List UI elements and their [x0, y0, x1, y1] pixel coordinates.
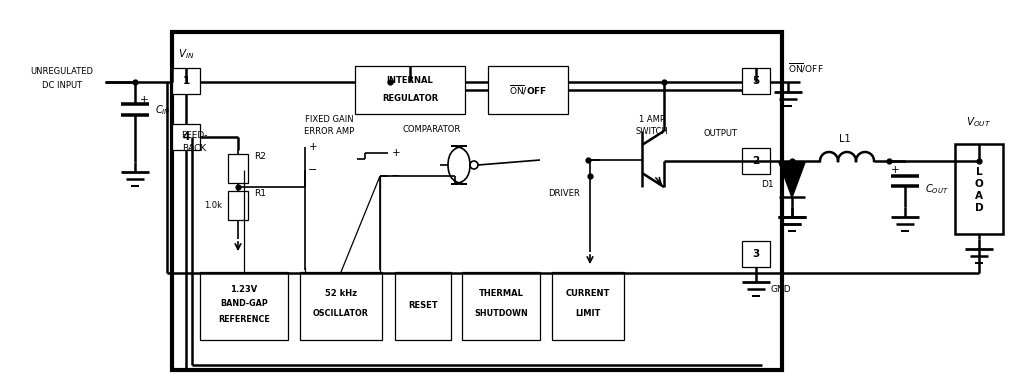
Text: $C_{OUT}$: $C_{OUT}$ — [925, 183, 949, 196]
Bar — [228, 191, 248, 220]
Text: +: + — [392, 147, 400, 158]
Text: D1: D1 — [762, 180, 774, 189]
Text: SWITCH: SWITCH — [636, 127, 669, 136]
Bar — [200, 272, 288, 340]
Text: CURRENT: CURRENT — [566, 290, 610, 298]
Bar — [172, 124, 200, 150]
Bar — [172, 32, 782, 370]
Text: 4: 4 — [182, 132, 189, 142]
Text: L: L — [976, 167, 982, 177]
Text: D: D — [975, 203, 983, 213]
Bar — [228, 154, 248, 183]
Text: UNREGULATED: UNREGULATED — [31, 67, 93, 76]
Text: −: − — [308, 165, 317, 175]
Text: $\overline{\rm ON}$/OFF: $\overline{\rm ON}$/OFF — [509, 83, 547, 96]
Text: LIMIT: LIMIT — [575, 310, 601, 318]
Text: COMPARATOR: COMPARATOR — [402, 125, 461, 134]
Bar — [488, 66, 568, 114]
Text: 1.0k: 1.0k — [204, 201, 222, 210]
Bar — [462, 272, 540, 340]
Text: BAND-GAP: BAND-GAP — [220, 299, 268, 309]
Text: $\overline{\rm ON}$/OFF: $\overline{\rm ON}$/OFF — [788, 62, 823, 74]
Text: REFERENCE: REFERENCE — [218, 316, 270, 325]
Bar — [742, 241, 770, 267]
Polygon shape — [779, 162, 805, 197]
Text: −: − — [391, 171, 400, 181]
Text: L1: L1 — [840, 134, 851, 144]
Text: DC INPUT: DC INPUT — [42, 80, 82, 89]
Bar — [355, 66, 465, 114]
Bar — [300, 272, 382, 340]
Bar — [172, 68, 200, 94]
Text: 2: 2 — [753, 156, 760, 166]
Text: $C_{IN}$: $C_{IN}$ — [155, 103, 171, 117]
Text: +: + — [891, 165, 900, 175]
Text: 52 kHz: 52 kHz — [325, 290, 357, 298]
Text: A: A — [975, 191, 983, 201]
Text: +: + — [140, 95, 148, 105]
Text: SHUTDOWN: SHUTDOWN — [474, 310, 528, 318]
Text: FEED-: FEED- — [181, 131, 207, 140]
Text: REGULATOR: REGULATOR — [382, 94, 438, 102]
FancyBboxPatch shape — [449, 146, 470, 184]
Text: RESET: RESET — [409, 301, 438, 310]
Text: DRIVER: DRIVER — [548, 189, 580, 198]
Text: +: + — [308, 142, 317, 151]
Text: GND: GND — [771, 285, 792, 294]
Text: OSCILLATOR: OSCILLATOR — [313, 310, 369, 318]
Bar — [955, 144, 1002, 234]
Text: 1.23V: 1.23V — [230, 285, 258, 294]
Text: INTERNAL: INTERNAL — [387, 76, 433, 85]
Text: 3: 3 — [753, 249, 760, 259]
Text: O: O — [975, 179, 983, 189]
Bar — [552, 272, 624, 340]
Text: $V_{OUT}$: $V_{OUT}$ — [967, 115, 991, 129]
Bar — [395, 272, 451, 340]
Text: OUTPUT: OUTPUT — [703, 129, 737, 138]
Text: FIXED GAIN: FIXED GAIN — [305, 116, 353, 125]
Text: $V_{IN}$: $V_{IN}$ — [178, 47, 195, 61]
Text: R1: R1 — [254, 189, 266, 198]
Text: R2: R2 — [254, 152, 266, 161]
Text: 5: 5 — [753, 76, 760, 86]
Bar — [742, 68, 770, 94]
Bar — [742, 148, 770, 174]
Text: ERROR AMP: ERROR AMP — [304, 127, 354, 136]
Text: 1: 1 — [182, 76, 189, 86]
Text: BACK: BACK — [182, 145, 206, 154]
Text: 1 AMP: 1 AMP — [639, 116, 665, 125]
Text: THERMAL: THERMAL — [478, 290, 523, 298]
